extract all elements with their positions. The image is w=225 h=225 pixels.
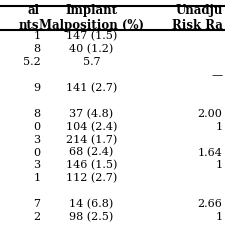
Text: 37 (4.8): 37 (4.8) [69,109,113,119]
Text: 1.64: 1.64 [198,148,223,157]
Text: 104 (2.4): 104 (2.4) [66,122,117,132]
Text: 3: 3 [33,160,40,171]
Text: 7: 7 [33,199,40,209]
Text: 5.2: 5.2 [22,57,40,67]
Text: 1: 1 [33,173,40,183]
Text: 14 (6.8): 14 (6.8) [69,199,114,209]
Text: 9: 9 [33,83,40,93]
Text: 112 (2.7): 112 (2.7) [66,173,117,184]
Text: al
nts: al nts [19,4,39,32]
Text: Implant
Malposition (%): Implant Malposition (%) [39,4,144,32]
Text: 214 (1.7): 214 (1.7) [66,135,117,145]
Text: 2.66: 2.66 [198,199,223,209]
Text: 5.7: 5.7 [83,57,100,67]
Text: Unadju
Risk Ra: Unadju Risk Ra [172,4,223,32]
Text: —: — [211,70,223,80]
Text: 2: 2 [33,212,40,222]
Text: 68 (2.4): 68 (2.4) [69,147,114,158]
Text: 141 (2.7): 141 (2.7) [66,83,117,93]
Text: 1: 1 [215,160,223,171]
Text: 146 (1.5): 146 (1.5) [66,160,117,171]
Text: 1: 1 [33,31,40,41]
Text: 3: 3 [33,135,40,145]
Text: 147 (1.5): 147 (1.5) [66,31,117,41]
Text: 1: 1 [215,212,223,222]
Text: 2.00: 2.00 [198,109,223,119]
Text: 0: 0 [33,148,40,157]
Text: 0: 0 [33,122,40,132]
Text: 1: 1 [215,122,223,132]
Text: 98 (2.5): 98 (2.5) [69,212,114,222]
Text: 40 (1.2): 40 (1.2) [69,44,114,54]
Text: 8: 8 [33,44,40,54]
Text: 8: 8 [33,109,40,119]
